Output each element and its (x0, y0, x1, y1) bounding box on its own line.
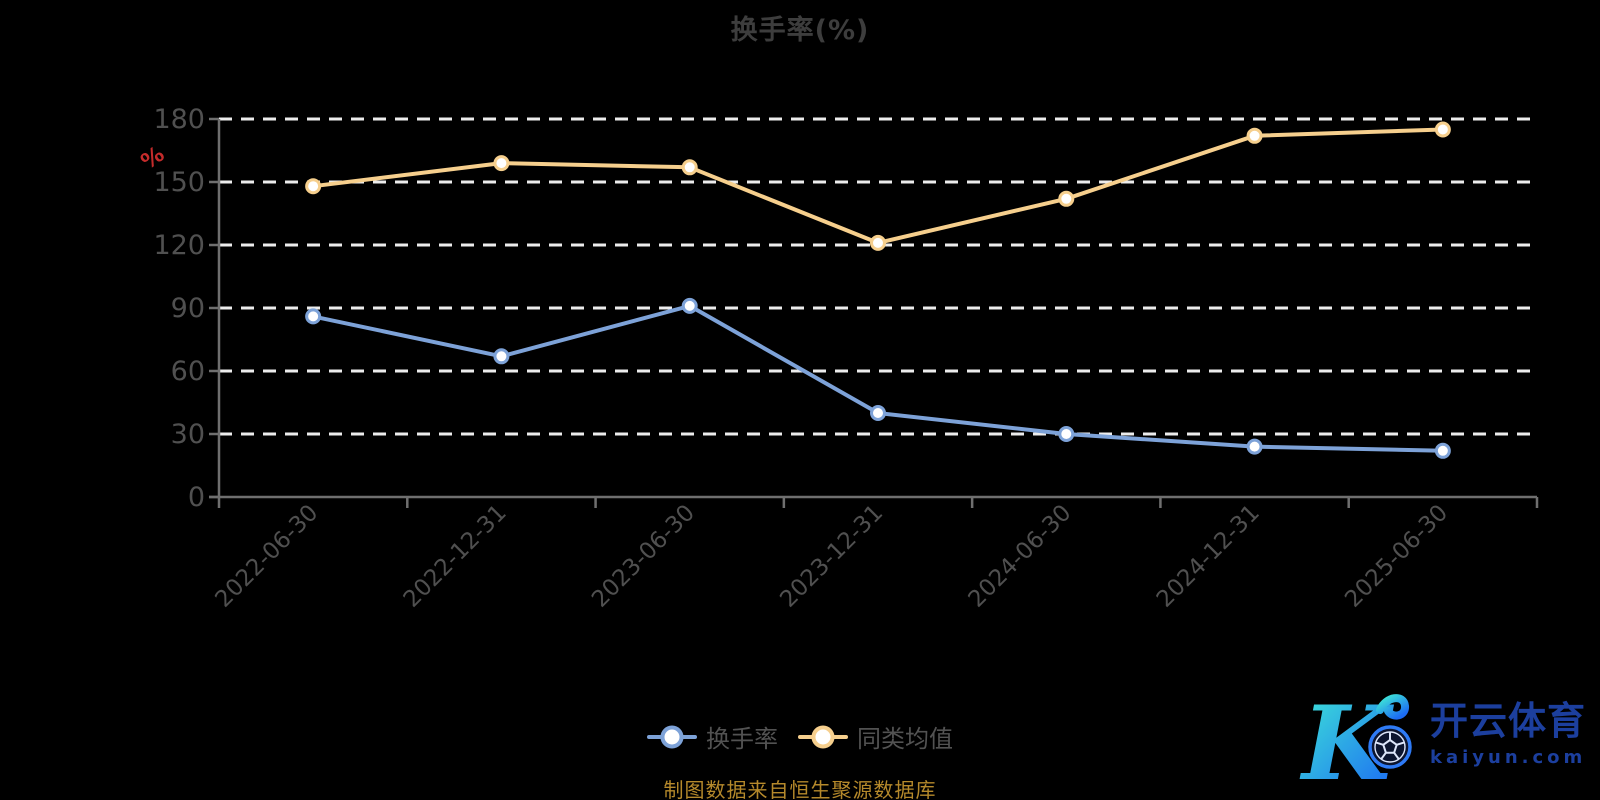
data-point[interactable] (1434, 121, 1451, 138)
y-tick-label: 90 (171, 293, 205, 324)
series-peer-average (305, 121, 1451, 251)
y-axis-ticks (209, 117, 219, 499)
y-tick-label: 0 (188, 482, 205, 513)
series-turnover-rate (305, 297, 1451, 459)
data-point[interactable] (1246, 438, 1263, 455)
x-tick-label: 2022-06-30 (210, 500, 323, 613)
data-point[interactable] (1058, 190, 1075, 207)
legend-item-peer-average[interactable]: 同类均值 (798, 719, 953, 754)
y-tick-label: 150 (153, 167, 205, 198)
legend-label: 同类均值 (857, 725, 953, 753)
data-point[interactable] (681, 297, 698, 314)
data-point[interactable] (681, 159, 698, 176)
monogram-swirl (1376, 694, 1409, 720)
watermark-domain: kaiyun.com (1430, 747, 1587, 768)
legend-marker-icon (647, 725, 697, 748)
data-point[interactable] (1058, 426, 1075, 442)
y-tick-label: 180 (153, 104, 205, 135)
watermark-logo: K 开云体育 kaiyun.com (1296, 688, 1600, 790)
legend-item-turnover-rate[interactable]: 换手率 (647, 719, 778, 754)
x-tick-label: 2022-12-31 (399, 500, 512, 613)
legend: 换手率 同类均值 (0, 719, 1600, 754)
gridlines (219, 117, 1537, 436)
x-tick-label: 2023-06-30 (587, 500, 700, 613)
data-point[interactable] (870, 405, 886, 421)
watermark-text: 开云体育 kaiyun.com (1430, 700, 1600, 768)
data-point[interactable] (493, 155, 510, 172)
chart-title: 换手率(%) (730, 15, 870, 46)
x-tick-label: 2023-12-31 (775, 500, 888, 613)
watermark-brand: 开云体育 (1430, 699, 1587, 743)
data-point[interactable] (870, 234, 886, 251)
data-point[interactable] (1246, 127, 1263, 144)
x-tick-label: 2024-12-31 (1152, 500, 1265, 613)
x-tick-label: 2024-06-30 (964, 500, 1077, 613)
soccer-ball-icon (1368, 725, 1412, 769)
y-tick-label: 30 (171, 419, 205, 450)
legend-label: 换手率 (706, 725, 778, 753)
data-point[interactable] (493, 348, 510, 365)
x-axis-labels: 2022-06-30 2022-12-31 2023-06-30 2023-12-31… (210, 500, 1453, 613)
data-point[interactable] (1434, 442, 1451, 459)
series-line (311, 303, 1445, 453)
legend-dot-icon (660, 725, 684, 748)
y-axis-labels: 0 30 60 90 120 150 180 (153, 104, 205, 513)
series-line (311, 127, 1445, 245)
data-point[interactable] (305, 178, 322, 195)
data-source-caption: 制图数据来自恒生聚源数据库 (663, 778, 937, 800)
y-tick-label: 120 (153, 230, 205, 261)
x-axis-ticks (217, 497, 1539, 508)
watermark-monogram-graphic: K (1299, 690, 1412, 790)
y-tick-label: 60 (171, 356, 205, 387)
x-tick-label: 2025-06-30 (1340, 500, 1453, 613)
data-point[interactable] (305, 308, 322, 325)
legend-dot-icon (811, 725, 835, 748)
legend-marker-icon (798, 725, 848, 748)
